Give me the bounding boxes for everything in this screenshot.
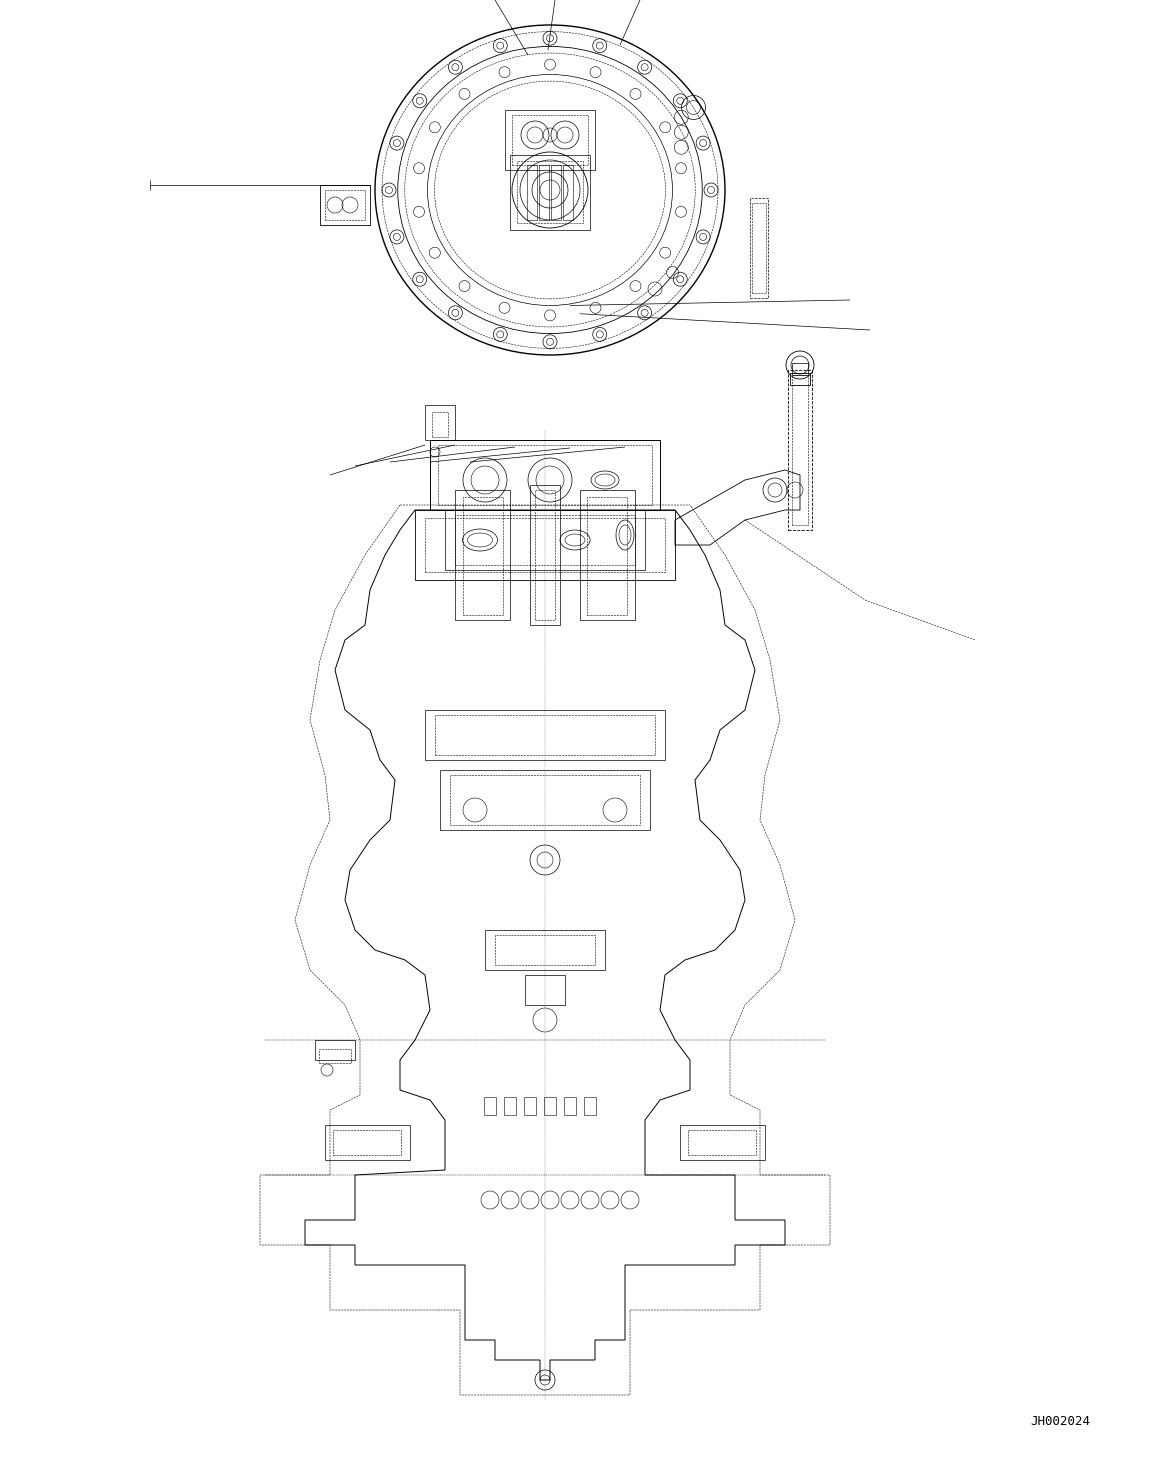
Bar	[424, 518, 665, 572]
Bar	[551, 165, 561, 220]
Bar	[535, 490, 555, 620]
Bar	[530, 486, 561, 625]
Bar	[544, 1096, 556, 1115]
Bar	[463, 497, 504, 615]
Bar	[435, 714, 655, 755]
Text: JH002024: JH002024	[1030, 1416, 1090, 1427]
Bar	[584, 1096, 595, 1115]
Bar	[518, 160, 583, 223]
Bar	[789, 370, 812, 531]
Bar	[563, 165, 573, 220]
Bar	[495, 935, 595, 965]
Bar	[688, 1130, 756, 1155]
Bar	[315, 1040, 355, 1060]
Bar	[792, 375, 808, 525]
Bar	[538, 165, 549, 220]
Bar	[525, 975, 565, 1005]
Bar	[333, 1130, 401, 1155]
Bar	[440, 770, 650, 830]
Bar	[324, 190, 365, 220]
Bar	[324, 1126, 411, 1161]
Bar	[319, 1048, 351, 1063]
Bar	[580, 490, 635, 620]
Bar	[505, 109, 595, 171]
Bar	[455, 515, 635, 566]
Bar	[484, 1096, 495, 1115]
Bar	[750, 198, 768, 297]
Bar	[430, 440, 659, 510]
Bar	[320, 185, 370, 225]
Bar	[485, 930, 605, 970]
Bar	[525, 1096, 536, 1115]
Bar	[790, 373, 809, 385]
Bar	[792, 363, 808, 375]
Bar	[587, 497, 627, 615]
Bar	[450, 776, 640, 825]
Bar	[424, 710, 665, 760]
Bar	[512, 115, 588, 165]
Bar	[527, 165, 537, 220]
Bar	[438, 445, 652, 504]
Bar	[431, 413, 448, 437]
Bar	[455, 490, 511, 620]
Bar	[752, 203, 766, 293]
Bar	[680, 1126, 765, 1161]
Bar	[511, 155, 590, 230]
Bar	[564, 1096, 576, 1115]
Bar	[415, 510, 675, 580]
Bar	[424, 405, 455, 440]
Bar	[504, 1096, 516, 1115]
Bar	[445, 510, 645, 570]
